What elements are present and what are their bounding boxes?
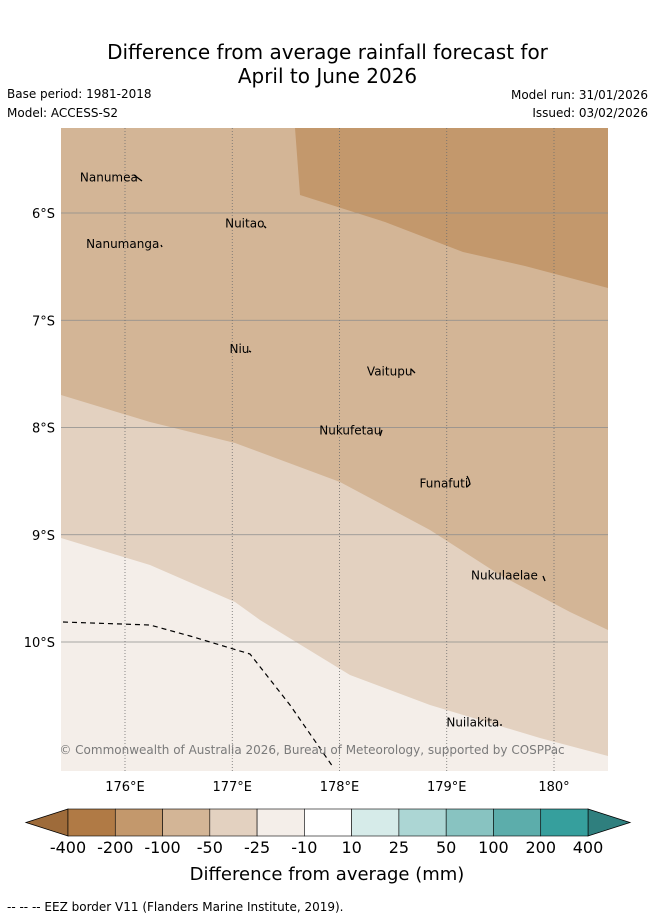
colorbar-under-arrow bbox=[24, 808, 69, 837]
island-shape-nuitao bbox=[263, 225, 267, 229]
colorbar-swatch-4 bbox=[256, 808, 305, 837]
colorbar-title: Difference from average (mm) bbox=[190, 864, 465, 885]
colorbar-label-3: -50 bbox=[197, 838, 223, 857]
colorbar-over-arrow bbox=[587, 808, 632, 837]
colorbar-label-5: -10 bbox=[291, 838, 317, 857]
lon-tick-label-0: 176°E bbox=[105, 780, 145, 795]
place-label-nanumea: Nanumea bbox=[80, 171, 138, 185]
lon-tick-label-4: 180° bbox=[538, 780, 569, 795]
issued-date: Issued: 03/02/2026 bbox=[532, 106, 648, 120]
colorbar-label-9: 100 bbox=[478, 838, 509, 857]
copyright-notice: © Commonwealth of Australia 2026, Bureau… bbox=[59, 743, 564, 757]
gridlines bbox=[61, 128, 608, 771]
colorbar-swatch-0 bbox=[67, 808, 116, 837]
colorbar-swatch-1 bbox=[114, 808, 163, 837]
lat-tick-label-4: 10°S bbox=[24, 636, 55, 651]
place-label-nanumanga: Nanumanga bbox=[86, 237, 159, 251]
map-regions bbox=[61, 128, 608, 771]
colorbar-swatch-5 bbox=[304, 808, 352, 837]
eez-border-line bbox=[62, 621, 334, 768]
colorbar-label-10: 200 bbox=[525, 838, 556, 857]
colorbar-swatch-3 bbox=[209, 808, 258, 837]
place-label-funafuti: Funafuti bbox=[420, 476, 469, 490]
colorbar-label-11: 400 bbox=[573, 838, 604, 857]
colorbar-swatch-9 bbox=[493, 808, 542, 837]
colorbar-label-1: -200 bbox=[97, 838, 133, 857]
island-shape-vaitupu bbox=[410, 368, 416, 374]
latitude-ticks: 6°S 7°S 8°S 9°S 10°S bbox=[24, 207, 55, 651]
colorbar-swatch-6 bbox=[351, 808, 400, 837]
map-title: Difference from average rainfall forecas… bbox=[0, 40, 655, 88]
lon-tick-label-1: 177°E bbox=[212, 780, 252, 795]
colorbar-swatch-8 bbox=[445, 808, 494, 837]
model-name: Model: ACCESS-S2 bbox=[7, 106, 119, 120]
base-period: Base period: 1981-2018 bbox=[7, 87, 152, 101]
eez-legend-note: -- -- -- EEZ border V11 (Flanders Marine… bbox=[7, 900, 344, 914]
place-label-nukulaelae: Nukulaelae bbox=[471, 569, 538, 583]
region-minus200-minus100 bbox=[295, 128, 608, 288]
colorbar-label-4: -25 bbox=[244, 838, 270, 857]
place-label-nukufetau: Nukufetau bbox=[319, 424, 381, 438]
colorbar-swatch-10 bbox=[540, 808, 589, 837]
place-label-niu: Niu bbox=[229, 342, 249, 356]
model-run: Model run: 31/01/2026 bbox=[510, 88, 648, 102]
place-label-vaitupu: Vaitupu bbox=[367, 365, 413, 379]
island-shape-nukufetau bbox=[379, 429, 383, 437]
place-label-nuilakita: Nuilakita bbox=[446, 715, 499, 729]
colorbar-swatch-2 bbox=[162, 808, 211, 837]
colorbar-label-2: -100 bbox=[144, 838, 180, 857]
place-labels: Nanumea Nuitao Nanumanga Niu Vaitupu Nukufeta… bbox=[80, 171, 538, 730]
lat-tick-label-0: 6°S bbox=[32, 207, 55, 222]
island-shape-niu bbox=[248, 350, 252, 353]
colorbar-swatch-7 bbox=[398, 808, 447, 837]
colorbar-label-0: -400 bbox=[50, 838, 86, 857]
island-shape-funafuti bbox=[466, 475, 471, 488]
colorbar-label-8: 50 bbox=[436, 838, 456, 857]
lon-tick-label-2: 178°E bbox=[320, 780, 360, 795]
longitude-ticks: 176°E 177°E 178°E 179°E 180° bbox=[105, 780, 569, 795]
island-outlines bbox=[133, 174, 546, 726]
place-label-nuitao: Nuitao bbox=[225, 217, 264, 231]
lat-tick-label-2: 8°S bbox=[32, 422, 55, 437]
lon-tick-label-3: 179°E bbox=[427, 780, 467, 795]
island-shape-nanumea bbox=[133, 174, 143, 182]
colorbar-label-6: 10 bbox=[341, 838, 361, 857]
colorbar: -400 -200 -100 -50 -25 -10 10 25 50 100 200 400 bbox=[24, 808, 632, 857]
island-shape-nukulaelae bbox=[542, 575, 546, 582]
title-line-1: Difference from average rainfall forecas… bbox=[107, 40, 548, 64]
colorbar-label-7: 25 bbox=[389, 838, 409, 857]
title-line-2: April to June 2026 bbox=[237, 64, 418, 88]
lat-tick-label-1: 7°S bbox=[32, 314, 55, 329]
island-shape-nanumanga bbox=[160, 244, 163, 248]
lat-tick-label-3: 9°S bbox=[32, 529, 55, 544]
